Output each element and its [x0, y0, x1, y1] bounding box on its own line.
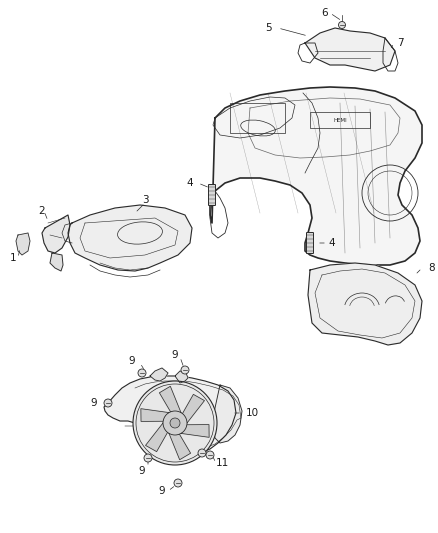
Text: 6: 6: [321, 8, 328, 18]
FancyBboxPatch shape: [208, 184, 215, 206]
Text: 1: 1: [10, 253, 17, 263]
Polygon shape: [104, 376, 236, 458]
Polygon shape: [145, 423, 168, 451]
Polygon shape: [68, 205, 192, 271]
Text: 9: 9: [159, 486, 165, 496]
Circle shape: [181, 366, 189, 374]
Polygon shape: [175, 371, 188, 383]
Polygon shape: [181, 425, 209, 437]
Text: 9: 9: [139, 466, 145, 476]
Text: 2: 2: [38, 206, 45, 216]
Text: 7: 7: [397, 38, 403, 48]
Circle shape: [206, 451, 214, 459]
Text: 3: 3: [141, 195, 148, 205]
Text: 10: 10: [245, 408, 258, 418]
Bar: [230, 103, 285, 133]
Circle shape: [198, 449, 206, 457]
Polygon shape: [42, 215, 70, 253]
Polygon shape: [212, 385, 242, 443]
Polygon shape: [305, 28, 395, 71]
Text: 11: 11: [215, 458, 229, 468]
Polygon shape: [16, 233, 30, 255]
Text: 4: 4: [187, 178, 193, 188]
Text: 5: 5: [265, 23, 271, 33]
Circle shape: [144, 454, 152, 462]
Text: 8: 8: [428, 263, 434, 273]
Circle shape: [174, 479, 182, 487]
Circle shape: [163, 411, 187, 435]
Text: 9: 9: [129, 356, 135, 366]
Polygon shape: [159, 386, 181, 413]
Text: 9: 9: [172, 350, 178, 360]
FancyBboxPatch shape: [307, 232, 314, 254]
Polygon shape: [183, 394, 205, 423]
Circle shape: [104, 399, 112, 407]
Polygon shape: [150, 368, 168, 381]
Circle shape: [133, 381, 217, 465]
Circle shape: [339, 21, 346, 28]
Circle shape: [138, 369, 146, 377]
Polygon shape: [141, 409, 169, 422]
Text: 9: 9: [91, 398, 97, 408]
Bar: [310, 112, 370, 128]
Text: HEMI: HEMI: [333, 117, 347, 123]
Polygon shape: [210, 87, 422, 265]
Polygon shape: [169, 433, 191, 459]
Polygon shape: [308, 263, 422, 345]
Circle shape: [170, 418, 180, 428]
Polygon shape: [50, 253, 63, 271]
Text: 4: 4: [328, 238, 336, 248]
